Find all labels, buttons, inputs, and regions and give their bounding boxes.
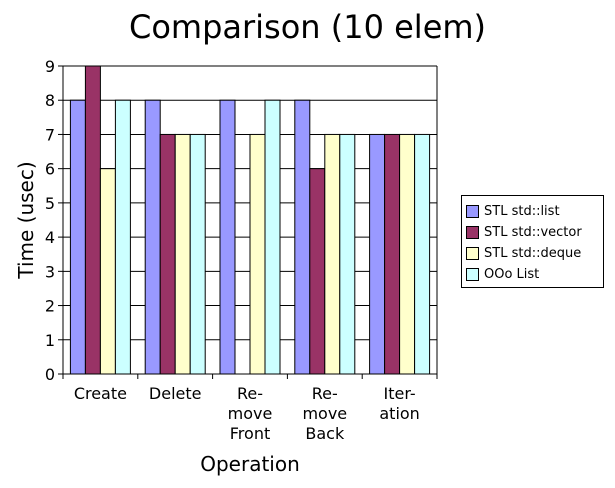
y-tick-label: 5 bbox=[45, 194, 55, 213]
y-tick-label: 6 bbox=[45, 160, 55, 179]
x-axis-label: Operation bbox=[200, 452, 300, 476]
y-tick-label: 8 bbox=[45, 91, 55, 110]
legend-label: STL std::vector bbox=[484, 225, 582, 240]
legend-item: STL std::deque bbox=[466, 243, 603, 264]
bar-1 bbox=[219, 99, 236, 375]
legend-item: OOo List bbox=[466, 264, 603, 285]
bar-4 bbox=[264, 99, 281, 375]
x-tick-label: Re-move Front bbox=[228, 384, 273, 443]
x-tick-label: Delete bbox=[149, 384, 202, 403]
bar-4 bbox=[114, 99, 131, 375]
bar-3 bbox=[324, 133, 341, 375]
bar-4 bbox=[339, 133, 356, 375]
legend-label: STL std::list bbox=[484, 204, 560, 219]
y-axis-label: Time (usec) bbox=[14, 161, 38, 279]
bar-4 bbox=[189, 133, 206, 375]
bar-2 bbox=[84, 65, 101, 375]
x-tick-label: Create bbox=[74, 384, 127, 403]
bar-2 bbox=[309, 168, 326, 375]
legend-swatch bbox=[466, 226, 479, 239]
x-tick-label: Re-move Back bbox=[302, 384, 347, 443]
y-tick-label: 1 bbox=[45, 331, 55, 350]
legend-swatch bbox=[466, 268, 479, 281]
y-tick-label: 9 bbox=[45, 57, 55, 76]
y-tick-label: 4 bbox=[45, 228, 55, 247]
legend-item: STL std::vector bbox=[466, 222, 603, 243]
bar-4 bbox=[414, 133, 431, 375]
bar-3 bbox=[249, 133, 266, 375]
bar-3 bbox=[99, 168, 116, 375]
bar-2 bbox=[159, 133, 176, 375]
bar-1 bbox=[294, 99, 311, 375]
chart-title: Comparison (10 elem) bbox=[128, 8, 487, 46]
legend-swatch bbox=[466, 205, 479, 218]
bar-1 bbox=[144, 99, 161, 375]
bar-2 bbox=[384, 133, 401, 375]
y-tick-label: 7 bbox=[45, 125, 55, 144]
bar-1 bbox=[369, 133, 386, 375]
x-tick-label: Iter-ation bbox=[379, 384, 419, 423]
legend-label: OOo List bbox=[484, 267, 540, 282]
y-tick-label: 3 bbox=[45, 262, 55, 281]
bar-1 bbox=[69, 99, 86, 375]
legend-swatch bbox=[466, 247, 479, 260]
legend-item: STL std::list bbox=[466, 201, 603, 222]
y-tick-label: 2 bbox=[45, 297, 55, 316]
bar-3 bbox=[174, 133, 191, 375]
y-tick-label: 0 bbox=[45, 365, 55, 384]
legend-label: STL std::deque bbox=[484, 246, 582, 261]
bar-3 bbox=[399, 133, 416, 375]
